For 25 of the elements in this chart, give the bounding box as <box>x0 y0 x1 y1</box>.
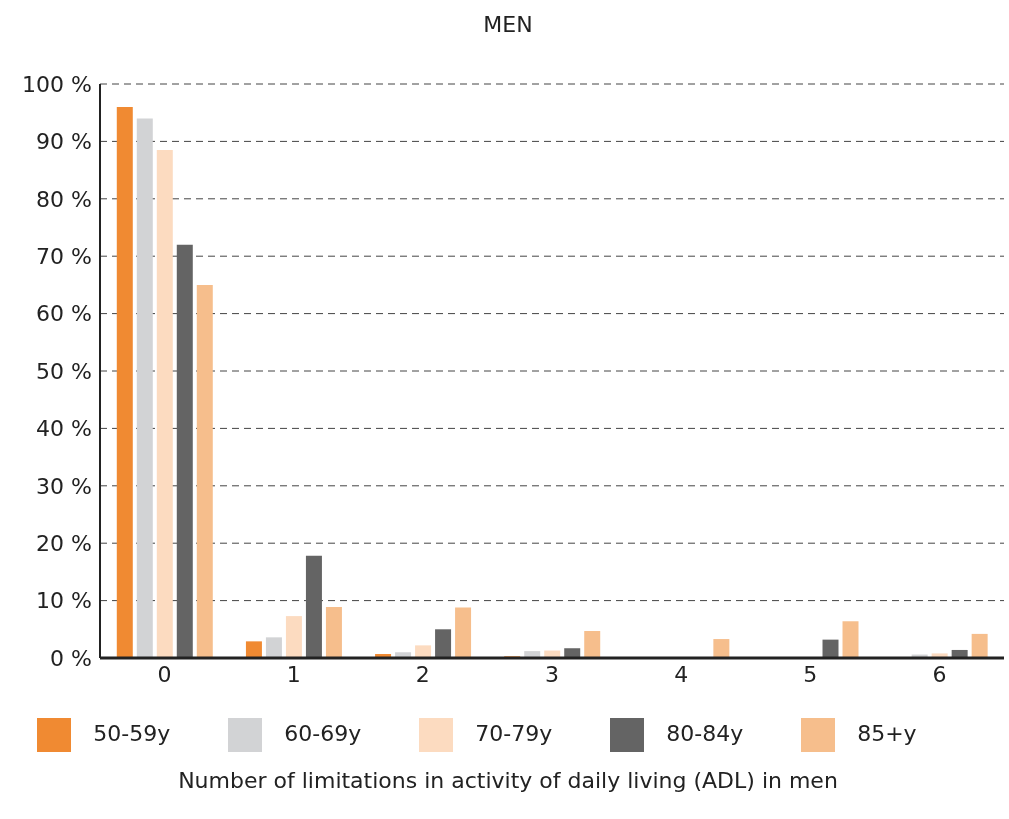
legend-label: 70-79y <box>475 721 553 746</box>
y-tick-label: 10 % <box>36 588 92 614</box>
y-tick-label: 0 % <box>50 645 92 671</box>
legend-label: 85+y <box>857 721 917 746</box>
x-tick-label: 1 <box>286 661 301 687</box>
y-tick-label: 80 % <box>36 186 92 212</box>
y-tick-label: 30 % <box>36 473 92 499</box>
chart-title: MEN <box>482 11 534 39</box>
legend-label: 60-69y <box>284 721 362 746</box>
x-tick-label: 2 <box>415 661 430 687</box>
y-tick-label: 40 % <box>36 416 92 442</box>
y-tick-label: 70 % <box>36 244 92 270</box>
y-tick-label: 50 % <box>36 358 92 384</box>
x-tick-label: 5 <box>803 661 818 687</box>
x-tick-label: 6 <box>932 661 947 687</box>
y-tick-label: 90 % <box>36 129 92 155</box>
x-axis-title: Number of limitations in activity of daily living (ADL) in men <box>177 768 839 793</box>
legend-label: 80-84y <box>666 721 744 746</box>
x-tick-label: 0 <box>157 661 172 687</box>
y-tick-label: 100 % <box>22 71 92 97</box>
legend-label: 50-59y <box>93 721 171 746</box>
y-tick-label: 60 % <box>36 301 92 327</box>
x-tick-label: 3 <box>545 661 559 687</box>
x-tick-label: 4 <box>674 661 689 687</box>
y-tick-label: 20 % <box>36 531 92 557</box>
